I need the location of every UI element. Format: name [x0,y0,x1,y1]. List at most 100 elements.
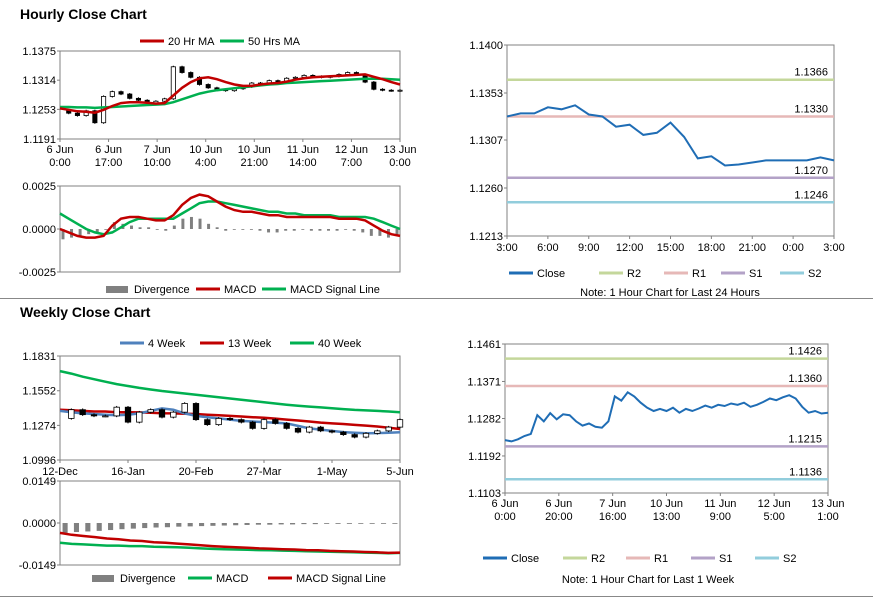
weekly-close-level-label: 1.1136 [789,466,822,478]
weekly-close-level-label: 1.1215 [788,433,822,445]
weekly-price-candle [317,426,324,432]
weekly-close-xtick-label: 5:00 [763,511,784,523]
hourly-price-ytick-label: 1.1314 [22,75,56,87]
weekly-divergence-bar [130,523,136,529]
weekly-price-candle [283,422,290,429]
hourly-price-candle [388,89,394,92]
weekly-price-candle [215,418,222,426]
hourly-macd-ytick-label: 0.0000 [22,224,56,236]
hourly-price-candle [74,112,80,116]
weekly-price-candle [204,419,211,426]
weekly-price-candle [192,403,200,421]
hourly-close-level-label: 1.1270 [794,165,828,177]
weekly-price-candle [385,426,392,432]
weekly-close-xtick-label: 1:00 [817,511,838,523]
hourly-divergence-bar [395,229,399,236]
weekly-price-candle [396,419,404,428]
weekly-price-xtick-label: 12-Dec [42,466,78,478]
weekly-divergence-bar [142,523,148,529]
weekly-close-legend-r2: R2 [591,553,605,565]
hourly-close-level-label: 1.1330 [794,103,828,115]
hourly-price-candle [188,72,194,78]
hourly-close-ytick-label: 1.1307 [469,135,503,147]
weekly-divergence-bar [301,523,307,525]
hourly-close-level-label: 1.1246 [794,189,828,201]
hourly-close-legend-r1: R1 [692,268,706,280]
hourly-price-candle [179,66,185,73]
hourly-divergence-bar [267,229,271,233]
weekly-price-xtick-label: 27-Mar [247,466,282,478]
weekly-price-candle [238,419,245,423]
legend-13-week: 13 Week [228,338,272,350]
weekly-divergence-bar [187,523,193,527]
hourly-price-xtick-label: 6 Jun [95,144,122,156]
weekly-price-candle [351,434,358,438]
hourly-close-xtick-label: 3:00 [823,242,844,254]
legend-50hrs-ma: 50 Hrs MA [248,36,301,48]
legend-40-week: 40 Week [318,338,362,350]
hourly-price-xtick-label: 4:00 [195,157,216,169]
hourly-price-candle [380,88,386,91]
weekly-macd-ytick-label: -0.0149 [19,560,56,572]
hourly-divergence-bar [224,229,228,231]
weekly-divergence-bar [380,523,387,524]
hourly-close-ytick-label: 1.1213 [469,231,503,243]
weekly-divergence-bar [176,523,182,527]
weekly-price-candle [272,419,279,424]
weekly-price-candle [124,406,132,423]
weekly-close-xtick-label: 16:00 [599,511,627,523]
weekly-macd-ytick-label: 0.0149 [22,476,56,488]
weekly-close-chart: 1.1461 1.1371 1.1282 1.1192 1.1103 1.1426 1.13… [467,339,844,586]
weekly-price-candle [181,403,188,413]
hourly-divergence-bar [130,225,133,229]
weekly-divergence-bar [312,523,318,525]
weekly-price-candle [226,418,234,421]
hourly-close-xtick-label: 9:00 [578,242,599,254]
weekly-price-candle [158,409,166,418]
weekly-divergence-bar [108,523,114,531]
hourly-price-candle [135,97,141,101]
weekly-close-legend-r1: R1 [654,553,668,565]
hourly-price-xtick-label: 10 Jun [189,144,222,156]
weekly-close-level-label: 1.1426 [788,346,822,358]
hourly-price-xtick-label: 21:00 [241,157,269,169]
hourly-close-xtick-label: 6:00 [537,242,558,254]
weekly-price-xtick-label: 20-Feb [179,466,214,478]
weekly-price-candle [136,411,143,423]
weekly-price-candle [68,409,75,419]
weekly-divergence-bar [324,523,330,524]
hourly-close-xtick-label: 18:00 [698,242,726,254]
weekly-close-xtick-label: 13:00 [653,511,681,523]
weekly-close-xtick-label: 6 Jun [545,498,572,510]
hourly-50hr-ma-line [60,77,401,110]
hourly-price-xtick-label: 17:00 [95,157,123,169]
weekly-macd-signal-line [59,531,401,555]
weekly-divergence-bar [210,523,216,526]
weekly-macd-ytick-label: 0.0000 [22,518,56,530]
weekly-close-xtick-label: 6 Jun [492,498,519,510]
weekly-divergence-bar [153,523,159,528]
hourly-price-candle [170,66,176,100]
weekly-section-title: Weekly Close Chart [20,304,151,320]
hourly-divergence-bar [241,229,245,230]
weekly-close-note: Note: 1 Hour Chart for Last 1 Week [562,574,735,586]
weekly-divergence-bar [289,523,296,525]
hourly-price-xtick-label: 12 Jun [335,144,368,156]
hourly-left-chart: 20 Hr MA 50 Hrs MA 1.1375 1.1314 1.1253 1.119… [19,36,417,296]
hourly-price-ytick-label: 1.1375 [22,46,56,58]
weekly-close-legend-close: Close [511,553,539,565]
weekly-close-legend-s1: S1 [719,553,732,565]
hourly-price-xtick-label: 10 Jun [238,144,271,156]
hourly-close-ytick-label: 1.1260 [469,183,503,195]
hourly-divergence-bar [275,229,279,233]
weekly-price-candle [170,411,177,418]
hourly-divergence-bar [249,229,253,230]
hourly-divergence-bar [309,229,313,231]
hourly-price-candle [371,81,377,90]
weekly-legend-macd-signal: MACD Signal Line [296,573,386,585]
legend-20hr-ma: 20 Hr MA [168,36,215,48]
weekly-legend-macd: MACD [216,573,248,585]
weekly-price-ytick-label: 1.1831 [22,351,56,363]
hourly-divergence-bar [164,229,168,231]
hourly-divergence-bar [318,229,322,231]
